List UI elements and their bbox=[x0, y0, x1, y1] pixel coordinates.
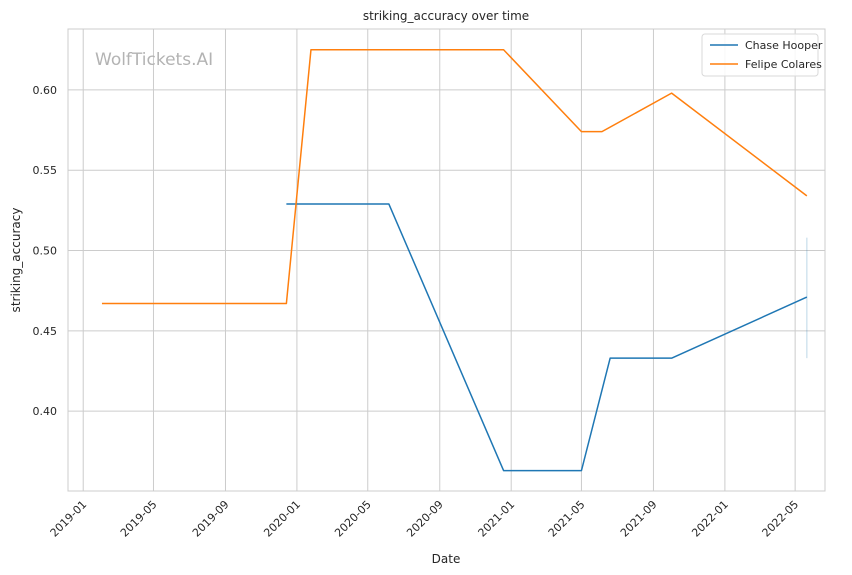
watermark: WolfTickets.AI bbox=[95, 50, 213, 70]
chart-title: striking_accuracy over time bbox=[363, 9, 529, 23]
y-tick-label: 0.40 bbox=[33, 405, 58, 418]
y-axis-title: striking_accuracy bbox=[9, 208, 23, 313]
series-lines bbox=[101, 48, 808, 472]
plot-area bbox=[68, 29, 825, 491]
plot-frame bbox=[67, 28, 826, 492]
y-tick-label: 0.45 bbox=[33, 325, 58, 338]
legend-label-felipe-colares: Felipe Colares bbox=[745, 58, 822, 71]
grid bbox=[68, 29, 825, 491]
y-tick-label: 0.55 bbox=[33, 164, 58, 177]
legend-label-chase-hooper: Chase Hooper bbox=[745, 39, 823, 52]
x-axis-title: Date bbox=[432, 552, 461, 566]
y-tick-label: 0.60 bbox=[33, 84, 58, 97]
series-line-felipe-colares bbox=[101, 48, 808, 305]
legend: Chase Hooper Felipe Colares bbox=[701, 33, 823, 77]
series-line-chase-hooper bbox=[286, 203, 808, 472]
y-tick-label: 0.50 bbox=[33, 245, 58, 258]
